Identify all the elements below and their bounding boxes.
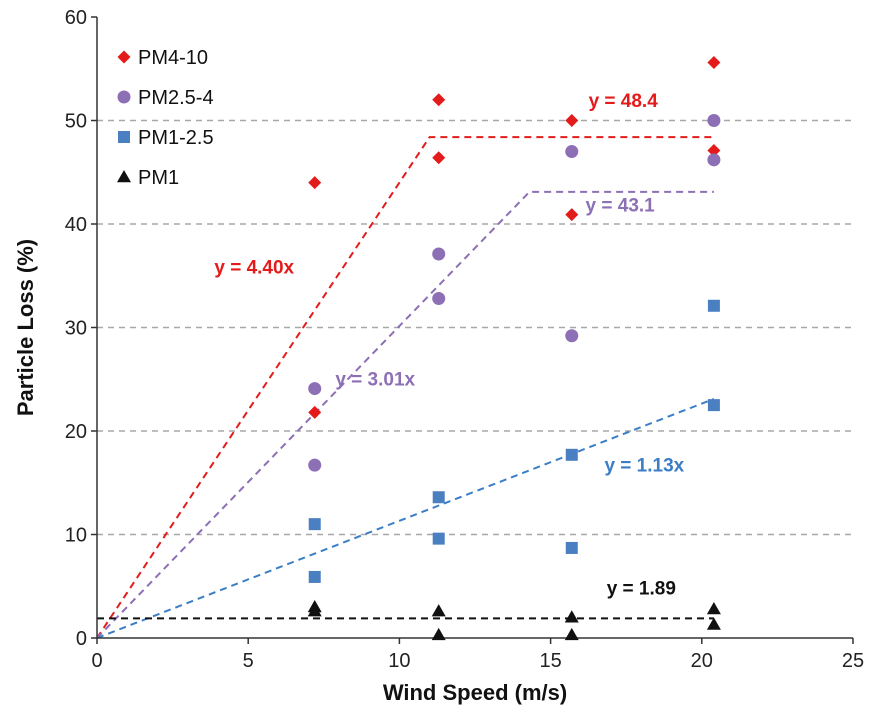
point-pm4-10-4 — [565, 114, 579, 127]
point-pm4-10-0 — [308, 176, 322, 190]
point-pm1-3 — [431, 627, 446, 641]
point-pm2-5-4-0 — [308, 382, 322, 396]
point-pm1-2-5-6 — [707, 299, 720, 312]
y-tick-label-10: 10 — [65, 525, 87, 547]
legend-marker-0 — [117, 50, 131, 64]
point-pm1-2-5-3 — [432, 532, 445, 545]
point-pm2-5-4-5 — [565, 329, 579, 343]
point-pm1-4 — [564, 610, 579, 623]
y-tick-label-20: 20 — [65, 421, 87, 443]
legend-label-1: PM2.5-4 — [138, 87, 214, 109]
y-tick-label-60: 60 — [65, 7, 87, 29]
point-pm1-2 — [431, 604, 446, 617]
point-pm4-10-2 — [432, 93, 446, 107]
legend-marker-3 — [117, 170, 131, 183]
x-tick-label-0: 0 — [91, 650, 102, 672]
point-pm2-5-4-1 — [308, 458, 322, 472]
grid-lines — [97, 119, 853, 536]
point-pm2-5-4-7 — [707, 153, 721, 167]
y-tick-label-50: 50 — [65, 111, 87, 133]
y-tick-label-40: 40 — [65, 214, 87, 236]
legend-label-2: PM1-2.5 — [138, 127, 214, 149]
point-pm1-5 — [564, 627, 579, 641]
point-pm1-1 — [307, 604, 322, 617]
point-pm4-10-5 — [565, 208, 579, 222]
x-tick-label-20: 20 — [691, 650, 713, 672]
y-axis-title: Particle Loss (%) — [13, 239, 38, 416]
x-axis-title: Wind Speed (m/s) — [383, 680, 567, 705]
point-pm2-5-4-2 — [432, 247, 446, 261]
legend-label-3: PM1 — [138, 167, 179, 189]
fit-labels: y = 4.40x y = 48.4 y = 3.01x y = 43.1 y = 1.… — [214, 91, 684, 599]
point-pm4-10-3 — [432, 151, 446, 165]
point-pm1-2-5-4 — [565, 448, 578, 461]
point-pm1-2-5-5 — [565, 541, 578, 554]
legend: PM4-10 PM2.5-4 PM1-2.5 PM1 — [117, 47, 214, 189]
point-pm4-10-6 — [707, 56, 721, 70]
point-pm1-6 — [706, 602, 721, 615]
point-pm4-10-1 — [308, 405, 322, 419]
point-pm2-5-4-3 — [432, 292, 446, 306]
fit-label-3: y = 43.1 — [586, 196, 656, 217]
x-tick-label-5: 5 — [243, 650, 254, 672]
data-points — [307, 56, 721, 641]
fit-lines — [96, 136, 715, 639]
fit-label-0: y = 4.40x — [214, 258, 294, 279]
point-pm1-2-5-0 — [308, 518, 321, 531]
fit-label-4: y = 1.13x — [604, 455, 684, 476]
point-pm4-10-7 — [707, 144, 721, 158]
y-tick-label-30: 30 — [65, 318, 87, 340]
y-tick-label-0: 0 — [76, 628, 87, 650]
legend-marker-1 — [117, 90, 131, 104]
point-pm1-7 — [706, 617, 721, 630]
point-pm2-5-4-6 — [707, 114, 721, 127]
point-pm1-2-5-7 — [707, 399, 720, 412]
point-pm2-5-4-4 — [565, 145, 579, 159]
x-tick-label-25: 25 — [842, 650, 864, 672]
fit-label-5: y = 1.89 — [607, 579, 676, 600]
fit-line-2 — [96, 190, 714, 639]
point-pm1-2-5-1 — [308, 570, 321, 583]
legend-marker-2 — [118, 131, 130, 143]
x-tick-label-10: 10 — [388, 650, 410, 672]
x-tick-label-15: 15 — [539, 650, 561, 672]
axes: 0 10 20 30 40 50 60 0 5 10 15 20 25 — [65, 7, 864, 672]
fit-label-2: y = 3.01x — [335, 369, 415, 390]
fit-label-1: y = 48.4 — [589, 91, 659, 112]
fit-line-0 — [96, 136, 714, 639]
point-pm1-2-5-2 — [432, 491, 445, 504]
legend-label-0: PM4-10 — [138, 47, 208, 69]
fit-line-4 — [96, 397, 715, 639]
